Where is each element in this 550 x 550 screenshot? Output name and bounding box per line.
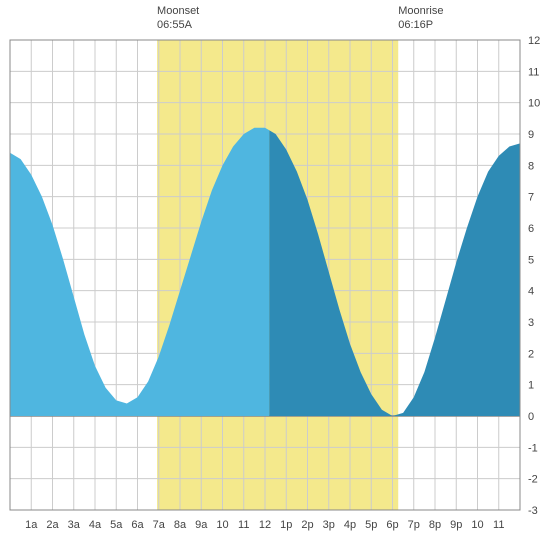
- x-tick-label: 2a: [46, 519, 59, 531]
- moonset-label: Moonset: [157, 5, 199, 17]
- x-tick-label: 8p: [429, 519, 441, 531]
- x-tick-label: 1p: [280, 519, 292, 531]
- x-tick-label: 10: [471, 519, 483, 531]
- x-tick-label: 9p: [450, 519, 462, 531]
- x-tick-label: 8a: [174, 519, 187, 531]
- x-tick-label: 7p: [408, 519, 420, 531]
- y-tick-label: 1: [528, 380, 534, 392]
- y-tick-label: 0: [528, 411, 534, 423]
- x-tick-label: 6p: [386, 519, 398, 531]
- x-tick-label: 11: [238, 519, 249, 531]
- y-tick-label: 3: [528, 317, 534, 329]
- tide-chart: -3-2-101234567891011121a2a3a4a5a6a7a8a9a…: [0, 0, 550, 550]
- moonrise-time: 06:16P: [398, 19, 433, 31]
- y-tick-label: 5: [528, 254, 534, 266]
- x-tick-label: 10: [216, 519, 228, 531]
- x-tick-label: 6a: [131, 519, 144, 531]
- x-tick-label: 2p: [301, 519, 313, 531]
- x-tick-label: 9a: [195, 519, 208, 531]
- moonset-time: 06:55A: [157, 19, 193, 31]
- x-tick-label: 5p: [365, 519, 377, 531]
- moonrise-label: Moonrise: [398, 5, 443, 17]
- x-tick-label: 3p: [323, 519, 335, 531]
- y-tick-label: 4: [528, 286, 534, 298]
- y-tick-label: 9: [528, 129, 534, 141]
- y-tick-label: 12: [528, 35, 540, 47]
- y-tick-label: -3: [528, 505, 538, 517]
- y-tick-label: 7: [528, 192, 534, 204]
- y-tick-label: -1: [528, 442, 538, 454]
- y-tick-label: -2: [528, 474, 538, 486]
- x-tick-label: 4a: [89, 519, 102, 531]
- x-tick-label: 3a: [68, 519, 81, 531]
- x-tick-label: 12: [259, 519, 271, 531]
- x-tick-label: 5a: [110, 519, 123, 531]
- x-tick-label: 11: [493, 519, 504, 531]
- y-tick-label: 10: [528, 98, 540, 110]
- x-tick-label: 4p: [344, 519, 356, 531]
- y-tick-label: 8: [528, 160, 534, 172]
- x-tick-label: 1a: [25, 519, 38, 531]
- y-tick-label: 11: [528, 66, 539, 78]
- y-tick-label: 2: [528, 348, 534, 360]
- y-tick-label: 6: [528, 223, 534, 235]
- x-tick-label: 7a: [153, 519, 166, 531]
